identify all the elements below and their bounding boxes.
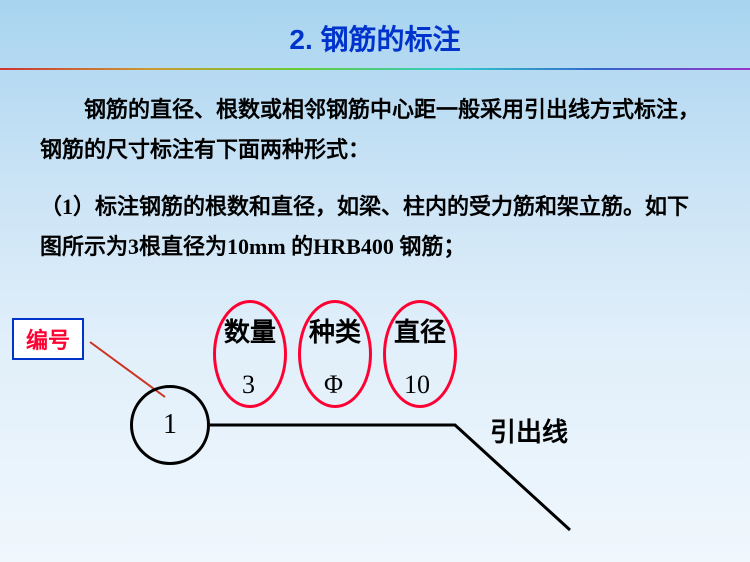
slide-title: 2. 钢筋的标注 [0,0,750,68]
rebar-diagram: 编号 1 数量 3 种类 Φ 直径 10 引出线 [0,300,750,560]
col-value-quantity: 3 [242,370,255,400]
col-value-type: Φ [324,370,343,400]
paragraph-intro: 钢筋的直径、根数或相邻钢筋中心距一般采用引出线方式标注，钢筋的尺寸标注有下面两种… [0,70,750,169]
circle-value: 1 [163,409,177,441]
col-label-diameter: 直径 [394,312,446,349]
col-label-quantity: 数量 [224,312,276,349]
paragraph-item1: （1）标注钢筋的根数和直径，如梁、柱内的受力筋和架立筋。如下图所示为3根直径为1… [0,169,750,266]
leadline-label: 引出线 [490,412,568,449]
circle-node: 1 [130,385,210,465]
col-label-type: 种类 [309,312,361,349]
col-value-diameter: 10 [404,370,430,400]
diagram-lines [0,300,750,560]
